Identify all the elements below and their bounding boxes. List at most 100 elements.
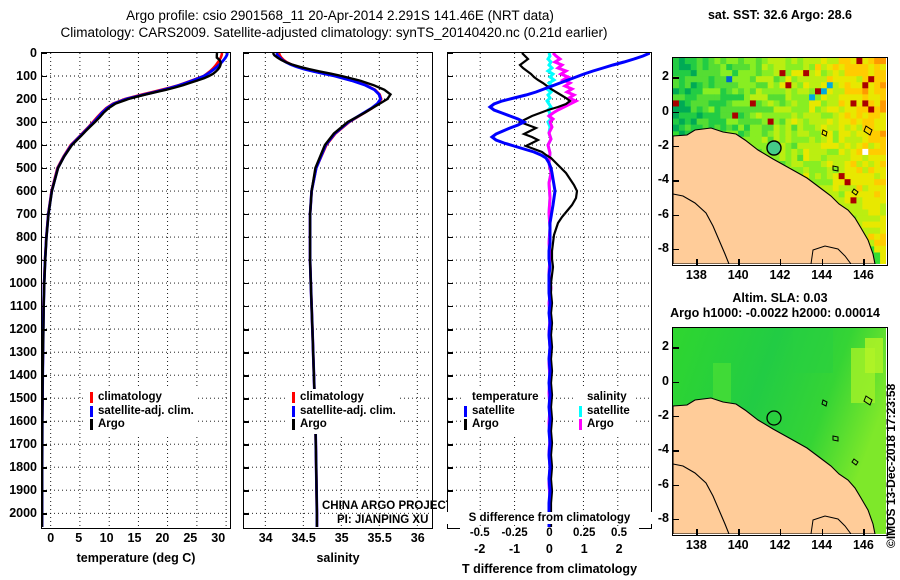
sla-map-xtick-144: 144	[811, 538, 833, 552]
depth-tickmark	[448, 467, 453, 469]
depth-tickmark	[244, 260, 249, 262]
sst-map-ytick-2: 2	[662, 69, 669, 84]
sla-map-ytick-2: 2	[662, 339, 669, 354]
depth-tick-200: 200	[16, 92, 37, 107]
depth-tick-900: 900	[16, 253, 37, 268]
sst-map-ytick--6: -6	[657, 206, 669, 221]
depth-tickmark	[448, 191, 453, 193]
depth-tickmark	[42, 375, 47, 377]
legend-item-salinity-argo: Argo	[579, 418, 630, 432]
island-cluster	[810, 245, 852, 264]
depth-tickmark	[244, 421, 249, 423]
temperature-satellite-adj-line	[42, 53, 229, 527]
depth-tick-1300: 1300	[9, 345, 37, 360]
depth-tick-100: 100	[16, 69, 37, 83]
legend-label-salinity-satellite: satellite	[587, 404, 630, 417]
sla-map-ytickmark	[673, 484, 679, 486]
island-cluster-sla	[810, 515, 852, 534]
salinity-xtick-36: 36	[410, 531, 425, 545]
project-name: CHINA ARGO PROJECT	[322, 500, 453, 512]
depth-tick-1800: 1800	[9, 460, 37, 475]
legend-label-satellite-adj: satellite-adj. clim.	[98, 404, 194, 417]
difference-temperature-tick--1: -1	[509, 542, 521, 556]
difference-salinity-label: S difference from climatology	[447, 512, 652, 524]
island-small-1-sla	[821, 399, 828, 407]
legend-label-satellite-adj-salinity: satellite-adj. clim.	[300, 404, 396, 417]
salinity-xtick-34.5: 34.5	[291, 531, 316, 545]
depth-tickmark	[42, 513, 47, 515]
temperature-climatology-line	[42, 53, 224, 527]
sla-map-ytickmark	[673, 450, 679, 452]
land-mass-png-sla	[673, 397, 876, 534]
argo-position-marker	[766, 140, 782, 156]
legend-item-satellite-adj-salinity: satellite-adj. clim.	[292, 405, 396, 419]
depth-tickmark	[448, 329, 453, 331]
sst-map-xtick-138: 138	[685, 268, 707, 282]
sst-map-ytickmark	[673, 77, 679, 79]
depth-tickmark	[448, 306, 453, 308]
depth-tick-1200: 1200	[9, 322, 37, 337]
difference-salinity-tick-0: 0	[529, 527, 570, 539]
depth-tickmark	[42, 99, 47, 101]
sla-map-ytickmark	[673, 381, 679, 383]
depth-tickmark	[244, 513, 249, 515]
sla-map-panel	[672, 327, 888, 536]
legend-swatch-climatology-salinity	[292, 392, 295, 404]
depth-tickmark	[244, 53, 249, 55]
salinity-legend: climatology satellite-adj. clim. Argo	[288, 389, 400, 434]
difference-salinity-tick-0.25: 0.25	[564, 527, 605, 539]
sla-map-ytick--8: -8	[657, 510, 669, 525]
sla-map-ytick--6: -6	[657, 476, 669, 491]
salinity-climatology-line	[277, 53, 383, 527]
sst-map-xtickmark	[696, 259, 698, 265]
temperature-xtick-25: 25	[183, 531, 198, 545]
depth-tickmark	[42, 490, 47, 492]
depth-tickmark	[448, 99, 453, 101]
land-mass-sw	[673, 193, 730, 264]
legend-swatch-argo	[90, 419, 93, 431]
depth-tickmark	[42, 467, 47, 469]
sst-map-xtick-144: 144	[811, 268, 833, 282]
temperature-xtick-15: 15	[127, 531, 142, 545]
difference-temperature-tick-1: 1	[580, 542, 588, 556]
legend-item-climatology-salinity: climatology	[292, 391, 396, 405]
sst-map-xtickmark	[738, 259, 740, 265]
depth-tick-1700: 1700	[9, 437, 37, 452]
depth-tickmark	[42, 53, 47, 55]
depth-tickmark	[448, 444, 453, 446]
depth-tickmark	[448, 375, 453, 377]
depth-tick-500: 500	[16, 161, 37, 176]
difference-temperature-label: T difference from climatology	[461, 562, 638, 576]
depth-tick-1400: 1400	[9, 368, 37, 383]
temperature-xaxis-label: temperature (deg C)	[76, 551, 196, 565]
depth-tickmark	[244, 168, 249, 170]
sla-map-ytick--2: -2	[657, 407, 669, 422]
legend-header-salinity: salinity	[579, 391, 630, 405]
depth-tickmark	[244, 145, 249, 147]
salinity-panel	[243, 52, 433, 529]
depth-tickmark	[448, 260, 453, 262]
salinity-xtick-35.5: 35.5	[367, 531, 392, 545]
difference-panel	[447, 52, 652, 529]
salinity-xtick-34: 34	[258, 531, 273, 545]
difference-salinity-argo-line	[546, 53, 580, 527]
sst-map-ytick--2: -2	[657, 137, 669, 152]
sla-map-xtickmark	[821, 529, 824, 535]
sla-map-xtick-138: 138	[685, 538, 707, 552]
island-small-1	[821, 129, 828, 137]
depth-tick-1100: 1100	[9, 299, 37, 314]
sst-map-xtickmark	[821, 259, 824, 265]
figure-title-line2: Climatology: CARS2009. Satellite-adjuste…	[60, 25, 608, 40]
salinity-plot	[244, 53, 431, 527]
legend-item-satellite-adj: satellite-adj. clim.	[90, 405, 194, 419]
island-small-3-sla	[851, 458, 859, 466]
figure-title-line1: Argo profile: csio 2901568_11 20-Apr-201…	[126, 8, 554, 23]
depth-tickmark	[42, 283, 47, 285]
depth-tickmark	[244, 283, 249, 285]
legend-item-temperature-argo: Argo	[464, 418, 538, 432]
temperature-xtick-0: 0	[47, 531, 55, 545]
sla-map-xtick-140: 140	[727, 538, 749, 552]
sla-map-ytickmark	[673, 415, 679, 418]
sst-map-ytickmark	[673, 111, 679, 113]
legend-item-argo: Argo	[90, 418, 194, 432]
